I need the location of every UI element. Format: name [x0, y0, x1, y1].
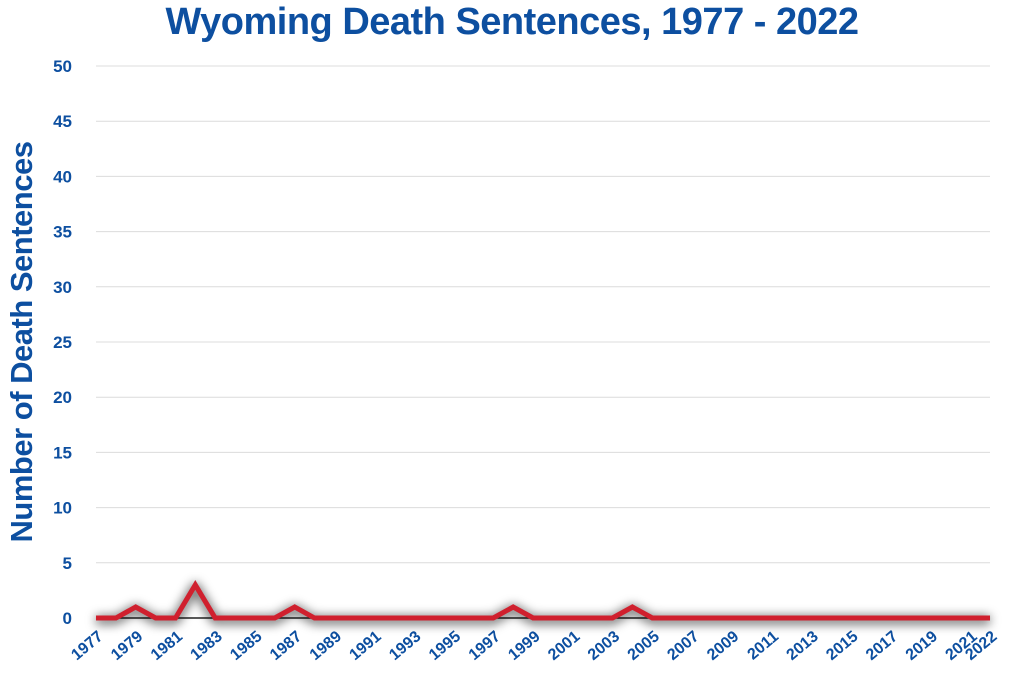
x-tick-label: 1987 [267, 628, 305, 664]
x-tick-label: 2001 [545, 628, 583, 664]
gridlines [96, 66, 990, 618]
x-tick-label: 2007 [664, 628, 702, 664]
x-tick-label: 2017 [863, 628, 901, 664]
y-tick-labels: 0 5 10 15 20 25 30 35 40 45 50 [53, 57, 72, 628]
x-tick-label: 1993 [386, 628, 424, 664]
y-axis-label: Number of Death Sentences [4, 142, 40, 543]
x-tick-label: 2011 [745, 628, 783, 663]
chart-title: Wyoming Death Sentences, 1977 - 2022 [0, 0, 1024, 44]
y-tick-label: 10 [53, 499, 72, 518]
x-tick-label: 1979 [108, 628, 146, 664]
x-tick-label: 2003 [585, 628, 623, 664]
x-tick-label: 1985 [227, 628, 265, 664]
x-tick-label: 2013 [784, 628, 822, 664]
y-tick-label: 50 [53, 57, 72, 76]
series-lines [96, 585, 990, 620]
y-tick-label: 40 [53, 167, 72, 186]
x-tick-label: 2019 [903, 628, 941, 664]
x-tick-label: 1981 [148, 628, 186, 664]
x-tick-label: 1977 [68, 628, 106, 664]
x-tick-label: 1995 [426, 628, 464, 664]
x-tick-label: 1999 [505, 628, 543, 664]
x-tick-label: 1989 [307, 628, 345, 664]
y-tick-label: 20 [53, 388, 72, 407]
y-tick-label: 15 [53, 443, 72, 462]
x-tick-label: 1983 [188, 628, 226, 664]
x-tick-label: 2009 [704, 628, 742, 664]
y-tick-label: 25 [53, 333, 72, 352]
y-tick-label: 45 [53, 112, 72, 131]
y-tick-label: 30 [53, 278, 72, 297]
y-tick-label: 0 [63, 609, 72, 628]
x-tick-label: 1991 [347, 628, 385, 664]
x-tick-label: 2015 [823, 628, 861, 664]
y-tick-label: 5 [63, 554, 72, 573]
x-tick-label: 2005 [625, 628, 663, 664]
y-tick-label: 35 [53, 223, 72, 242]
series-line-shadow [96, 587, 990, 620]
series-line [96, 585, 990, 618]
x-tick-label: 1997 [466, 628, 504, 664]
